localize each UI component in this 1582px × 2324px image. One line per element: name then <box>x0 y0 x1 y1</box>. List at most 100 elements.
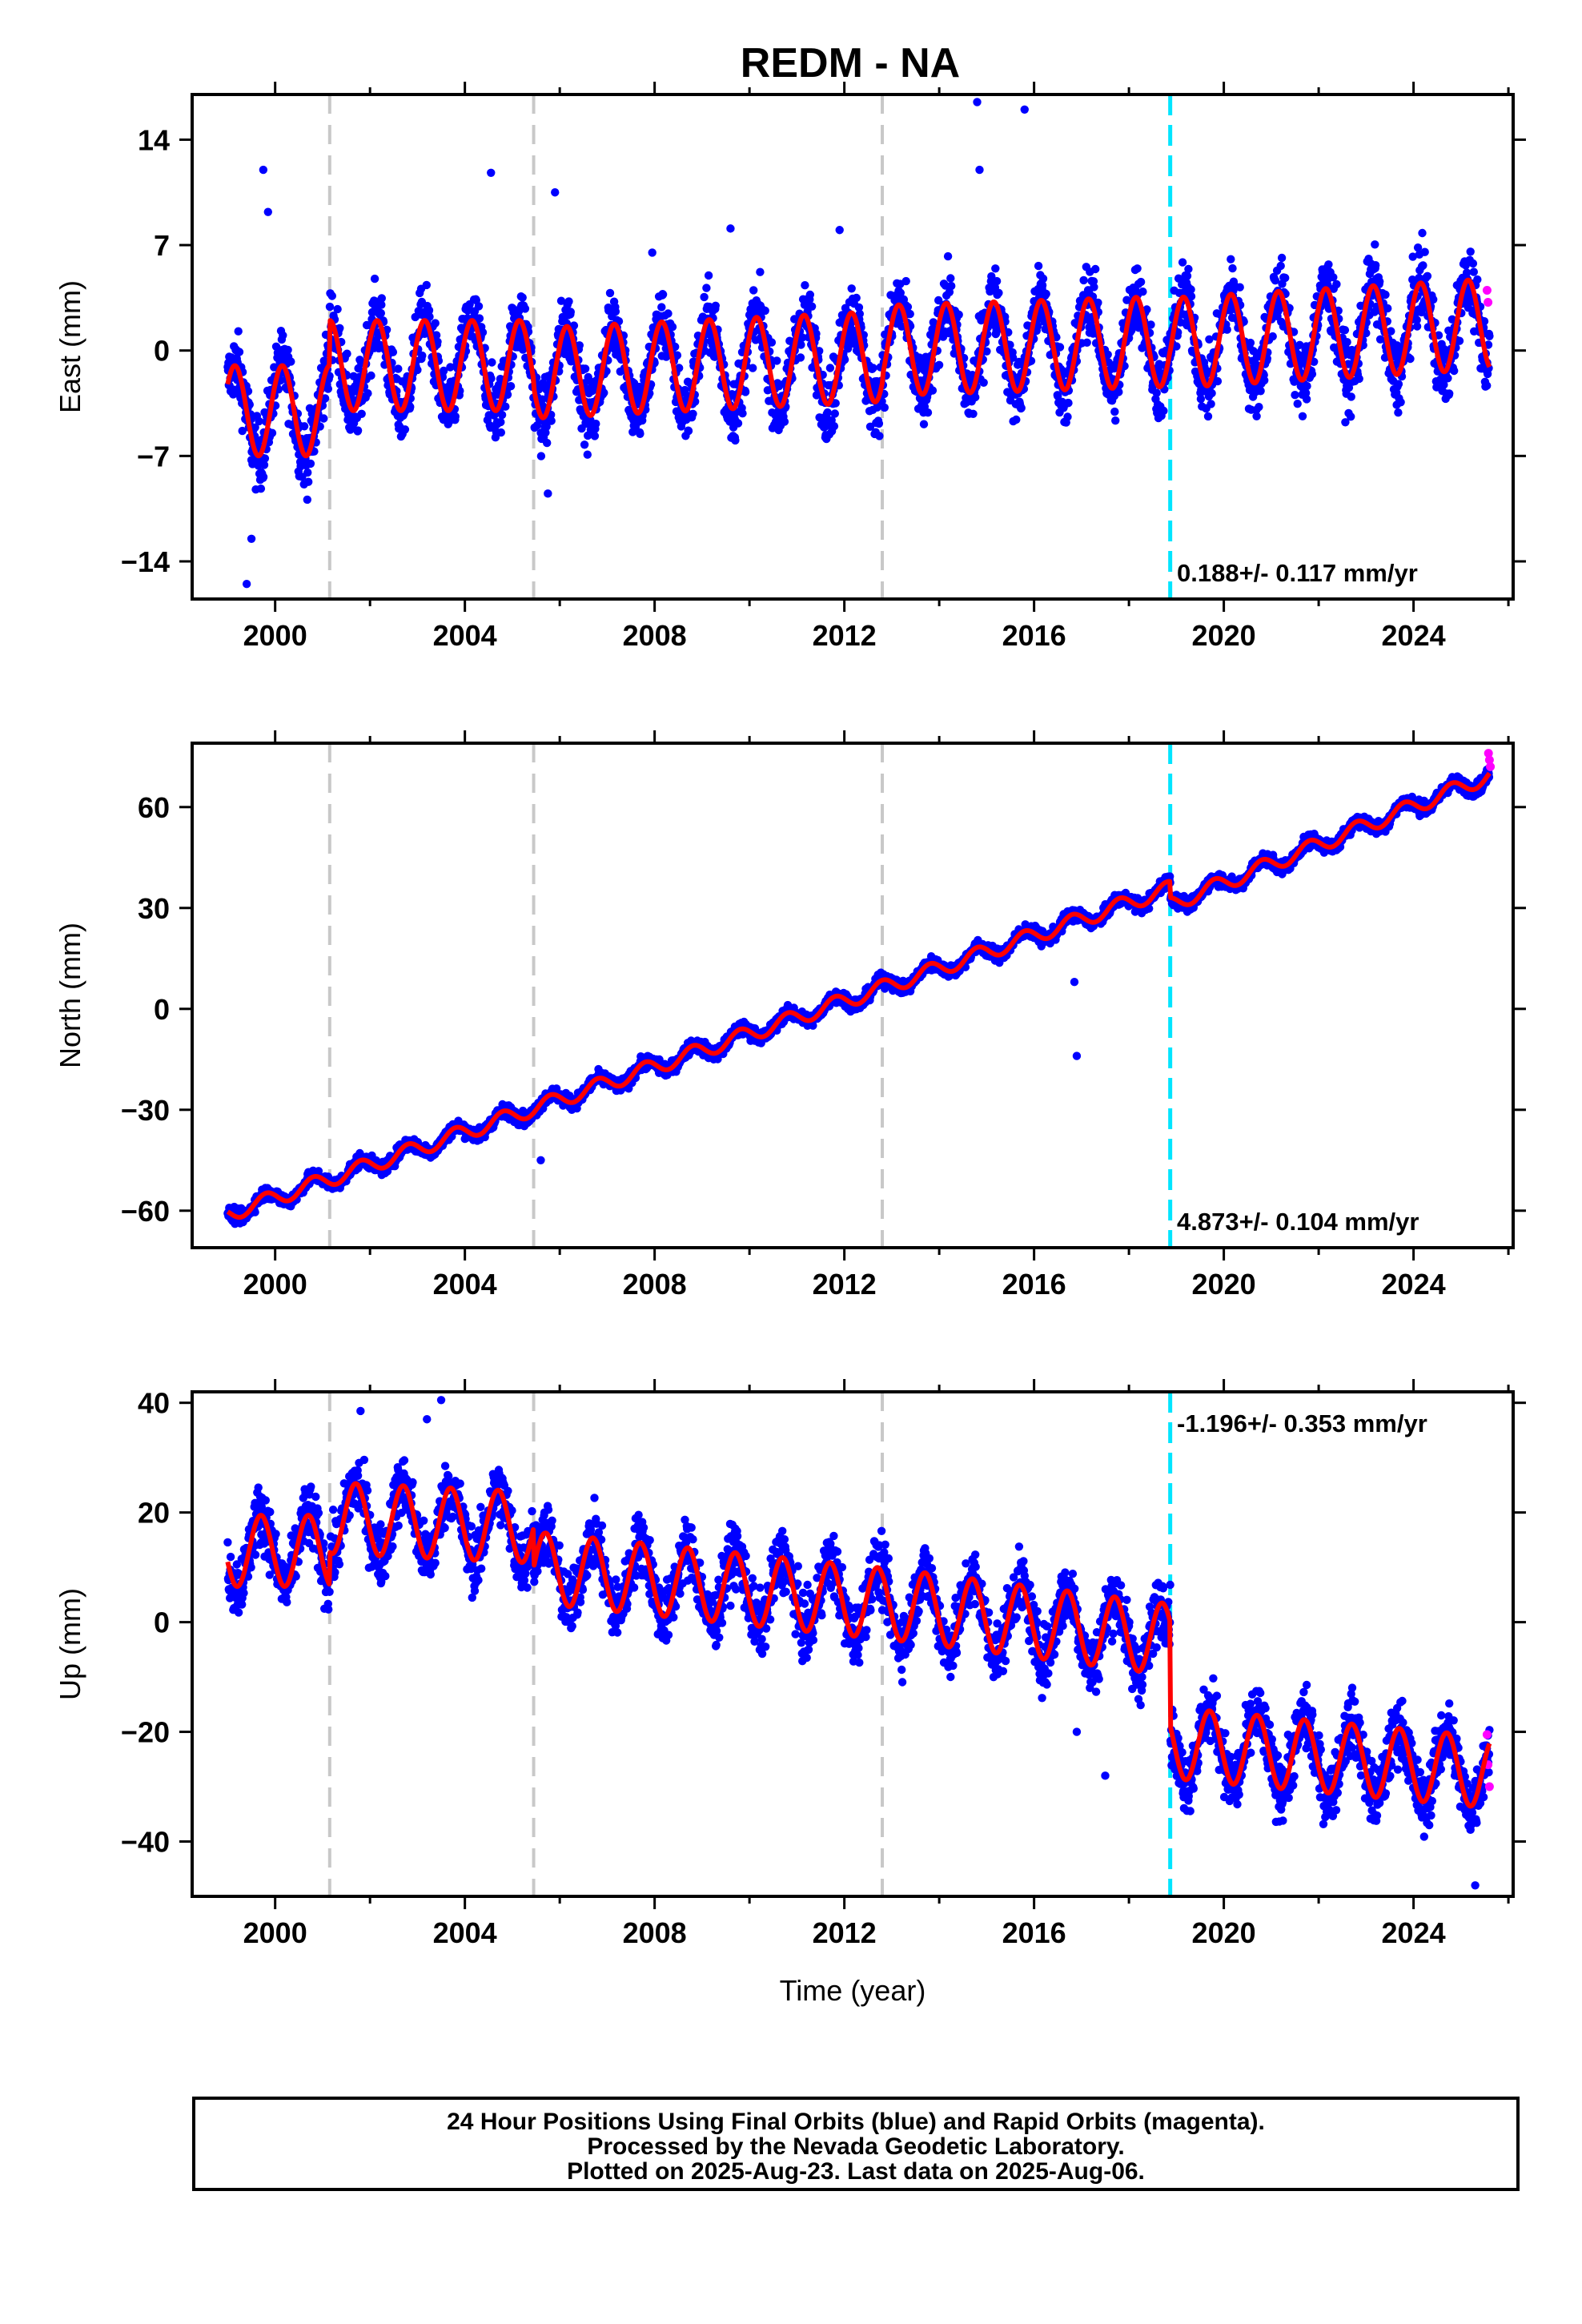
x-tick-label: 2020 <box>1192 619 1256 652</box>
data-point <box>377 294 386 303</box>
data-point <box>905 309 914 319</box>
data-point <box>1207 400 1215 408</box>
data-point <box>488 358 496 367</box>
data-point <box>580 440 589 449</box>
data-point <box>761 306 769 316</box>
data-point <box>259 472 268 481</box>
data-point <box>267 428 277 437</box>
data-point <box>1371 240 1379 249</box>
data-point <box>611 307 620 316</box>
data-point <box>474 302 484 311</box>
data-point <box>357 409 366 418</box>
data-point <box>299 422 309 431</box>
data-point <box>418 351 427 360</box>
data-point <box>592 420 600 428</box>
data-point <box>1114 388 1123 396</box>
data-point <box>234 327 243 336</box>
data-point <box>1277 253 1287 263</box>
data-point <box>590 432 600 440</box>
data-point <box>1213 376 1223 386</box>
data-point <box>422 280 431 290</box>
x-tick-label: 2004 <box>433 619 497 652</box>
north-plot-area <box>223 743 1496 1248</box>
data-point <box>564 297 573 306</box>
data-point <box>1394 408 1403 417</box>
data-point <box>704 271 713 280</box>
data-point <box>830 409 840 418</box>
data-point <box>370 274 379 283</box>
data-point <box>1406 354 1415 364</box>
data-point <box>1138 287 1147 296</box>
rapid-point <box>1482 285 1492 295</box>
data-point <box>400 425 410 434</box>
x-tick-label: 2008 <box>623 619 687 652</box>
x-tick-label: 2012 <box>813 619 877 652</box>
data-point <box>1064 399 1073 408</box>
data-point <box>475 314 484 323</box>
data-point <box>319 414 328 423</box>
data-point <box>1324 260 1333 269</box>
data-point <box>1038 274 1048 283</box>
data-point <box>303 468 312 477</box>
data-point <box>756 267 765 276</box>
data-point <box>852 293 861 303</box>
data-point <box>675 364 684 372</box>
data-point <box>1343 338 1351 347</box>
data-point <box>1381 290 1390 300</box>
data-point <box>1207 388 1216 398</box>
panels-group: 2000 2004 2008 2012 2016 2020 20241470−7−14Eas… <box>54 82 1526 2007</box>
data-point <box>1228 263 1237 273</box>
data-point <box>1203 412 1213 421</box>
data-point <box>580 364 590 373</box>
data-point <box>1298 412 1307 420</box>
data-point <box>1347 392 1355 401</box>
data-point <box>954 310 963 320</box>
outlier-point <box>648 248 656 257</box>
data-point <box>304 477 313 486</box>
data-point <box>923 408 933 417</box>
data-point <box>1111 416 1120 425</box>
data-point <box>542 422 551 431</box>
data-point <box>413 365 422 375</box>
chart-title: REDM - NA <box>741 40 960 86</box>
data-point <box>238 426 247 436</box>
outlier-point <box>263 207 272 216</box>
data-point <box>1260 376 1269 385</box>
data-point <box>1420 247 1429 256</box>
data-point <box>440 366 448 376</box>
data-point <box>536 452 546 460</box>
y-tick-label: −14 <box>121 545 170 578</box>
data-point <box>1252 412 1261 420</box>
east-plot-area <box>223 94 1494 599</box>
data-point <box>994 288 1003 297</box>
data-point <box>1483 381 1492 390</box>
data-point <box>487 374 496 383</box>
data-point <box>919 420 929 428</box>
east-rate-label: 0.188+/- 0.117 mm/yr <box>1177 559 1418 587</box>
data-point <box>605 288 615 298</box>
data-point <box>738 409 747 418</box>
data-point <box>446 363 455 372</box>
data-point <box>805 290 814 300</box>
data-point <box>1394 380 1403 388</box>
data-point <box>1017 404 1026 412</box>
data-point <box>496 417 505 427</box>
data-point <box>1079 275 1088 285</box>
data-point <box>556 296 566 305</box>
data-point <box>1227 255 1235 263</box>
data-point <box>1383 304 1392 313</box>
data-point <box>1034 261 1043 271</box>
data-point <box>1063 412 1072 421</box>
data-point <box>1152 388 1161 397</box>
data-point <box>1268 332 1277 341</box>
data-point <box>506 382 516 391</box>
data-point <box>1159 406 1168 416</box>
data-point <box>432 331 441 340</box>
data-point <box>1293 400 1302 408</box>
data-point <box>825 364 835 372</box>
outlier-point <box>551 188 560 197</box>
data-point <box>1281 273 1290 283</box>
panel-north: 2000 2004 2008 2012 2016 2020 202460300−30−60N… <box>54 730 1526 1301</box>
data-point <box>256 485 266 493</box>
